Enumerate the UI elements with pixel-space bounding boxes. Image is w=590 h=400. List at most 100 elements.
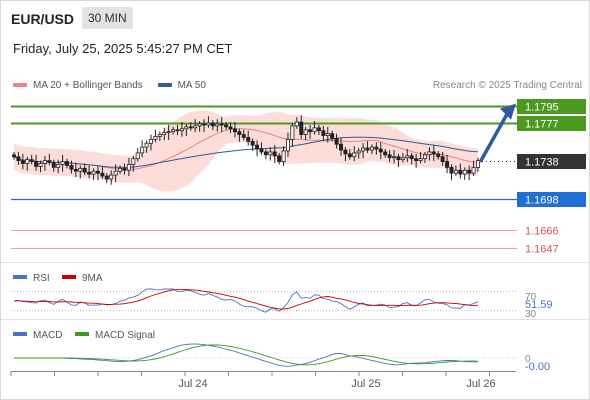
macd-signal-legend-label: MACD Signal	[95, 330, 155, 341]
candle-body	[334, 138, 339, 145]
candle-body	[343, 149, 348, 155]
candle-body	[294, 121, 299, 127]
candle-body	[272, 151, 277, 157]
x-tick-label: Jul 26	[466, 378, 495, 390]
candle-body	[193, 125, 198, 129]
candle-body	[171, 129, 176, 133]
price-legend: MA 20 + Bollinger Bands MA 50	[13, 80, 218, 91]
rsi-legend	[13, 275, 76, 279]
candle-body	[87, 171, 92, 175]
candle-body	[148, 138, 153, 144]
candle-body	[157, 134, 162, 137]
candle-body	[241, 134, 246, 138]
legend-label-ma20: MA 20 + Bollinger Bands	[33, 80, 143, 91]
candle-body	[471, 166, 476, 174]
candle-body	[118, 167, 123, 172]
candle-body	[259, 148, 264, 153]
candle-body	[210, 122, 215, 127]
level-tag-pivot	[517, 192, 586, 207]
candle-body	[34, 161, 39, 167]
candle-body	[475, 160, 480, 168]
level-tag-resistance	[517, 116, 586, 131]
candle-body	[255, 144, 260, 150]
rsi-tick-70: 70	[525, 292, 537, 303]
x-tick-label: Jul 24	[178, 378, 207, 390]
rsi-last-value: 51.59	[525, 299, 553, 311]
candle-body	[237, 131, 242, 135]
candle-body	[361, 147, 366, 152]
candle-body	[162, 132, 167, 135]
candle-body	[339, 143, 344, 151]
legend-item-ma20: MA 20 + Bollinger Bands	[13, 80, 143, 91]
ma50-line	[13, 136, 479, 168]
x-tick-label: Jul 25	[351, 378, 380, 390]
candle-body	[303, 129, 308, 135]
candle-body	[11, 154, 16, 158]
candle-body	[179, 128, 184, 132]
candle-body	[25, 159, 30, 164]
candle-body	[202, 123, 207, 126]
candle-body	[153, 136, 158, 140]
level-label-support: 1.1666	[525, 226, 559, 238]
candle-body	[175, 129, 180, 132]
level-tag-resistance	[517, 99, 586, 114]
candle-body	[69, 165, 74, 170]
candle-body	[449, 166, 454, 174]
candle-body	[144, 142, 149, 148]
candle-body	[47, 160, 52, 163]
macd-swatch	[13, 332, 27, 336]
datetime-label: Friday, July 25, 2025 5:45:27 PM CET	[13, 41, 233, 56]
ma20-swatch	[13, 83, 27, 88]
candle-body	[166, 131, 171, 134]
candle-body	[109, 174, 114, 180]
candle-body	[232, 128, 237, 133]
candle-body	[285, 138, 290, 152]
candle-body	[38, 163, 43, 167]
ma50-swatch	[157, 83, 172, 88]
candle-body	[228, 126, 233, 130]
candle-body	[405, 155, 410, 159]
candle-body	[290, 125, 295, 140]
timeframe-button[interactable]: 30 MIN	[82, 7, 133, 29]
candle-body	[392, 156, 397, 159]
candle-body	[206, 122, 211, 126]
candle-body	[82, 167, 87, 173]
candle-body	[321, 130, 326, 136]
candle-body	[418, 158, 423, 162]
candle-body	[65, 161, 70, 166]
level-label-support: 1.1647	[525, 244, 559, 256]
arrow-head	[500, 103, 516, 120]
macd-signal-line	[14, 344, 479, 366]
candle-body	[409, 155, 414, 160]
candle-body	[197, 123, 202, 127]
candle-body	[100, 172, 105, 177]
candle-body	[396, 156, 401, 161]
candle-body	[140, 146, 145, 154]
candle-body	[113, 170, 118, 176]
candle-body	[308, 129, 313, 133]
candle-body	[131, 158, 136, 165]
research-credit: Research © 2025 Trading Central	[432, 80, 582, 91]
candle-body	[56, 164, 61, 168]
candle-body	[347, 153, 352, 158]
rsi-ma-line	[13, 288, 479, 310]
candle-body	[427, 151, 432, 156]
candle-body	[78, 167, 83, 172]
candle-body	[458, 169, 463, 175]
legend-label-ma50: MA 50	[177, 80, 206, 91]
candle-body	[383, 151, 388, 156]
macd-signal-swatch	[75, 332, 89, 336]
candle-body	[95, 170, 100, 174]
candle-body	[440, 156, 445, 162]
projection-arrow	[479, 108, 511, 163]
candle-body	[215, 123, 220, 127]
candle-body	[374, 146, 379, 150]
level-label-resistance: 1.1795	[525, 102, 559, 114]
candle-body	[73, 168, 78, 172]
macd-legend-label: MACD	[33, 330, 62, 341]
candle-body	[462, 169, 467, 175]
macd-tick-0: 0	[525, 354, 531, 365]
level-label-resistance: 1.1777	[525, 119, 559, 131]
candle-body	[431, 151, 436, 155]
candle-body	[445, 161, 450, 168]
